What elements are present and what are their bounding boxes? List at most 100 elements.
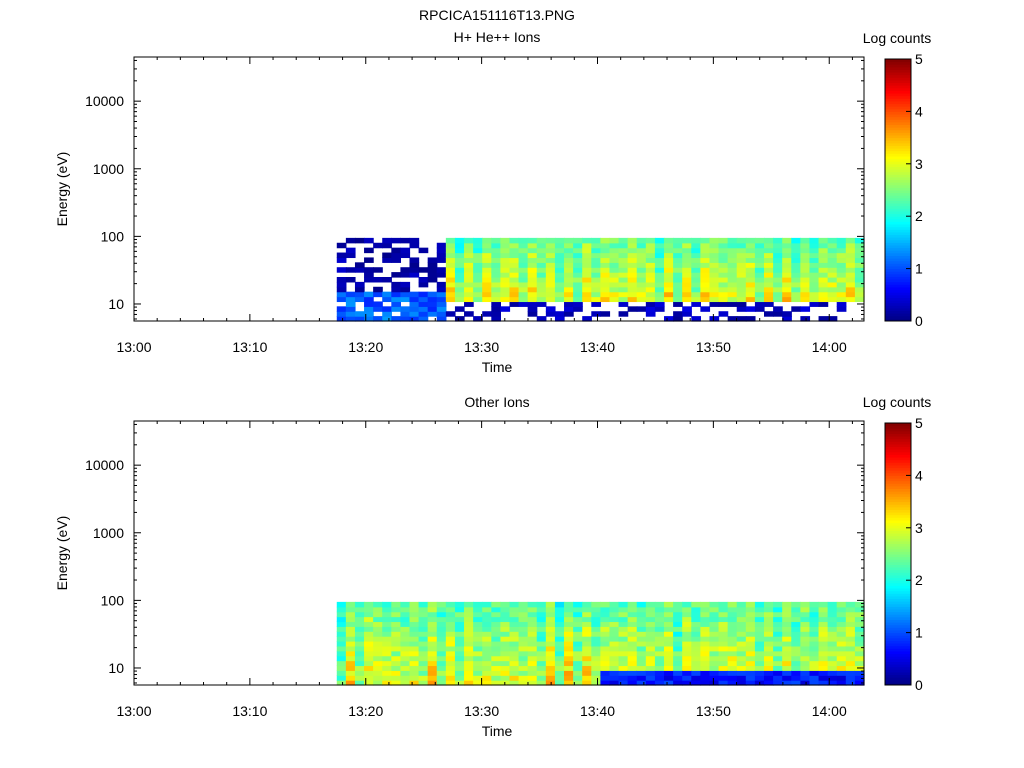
heatmap-cell: [745, 272, 756, 278]
heatmap-cell: [491, 306, 501, 312]
heatmap-cell: [518, 281, 529, 288]
heatmap-cell: [473, 626, 483, 632]
heatmap-cell: [591, 621, 601, 627]
colorbar-segment: [885, 629, 911, 634]
heatmap-cell: [618, 626, 629, 632]
heatmap-cell: [854, 267, 865, 273]
heatmap-cell: [691, 621, 701, 627]
heatmap-cell: [709, 640, 720, 647]
heatmap-cell: [654, 286, 665, 293]
heatmap-cell: [682, 621, 692, 627]
heatmap-cell: [845, 237, 856, 244]
heatmap-cell: [500, 606, 511, 613]
heatmap-cell: [645, 660, 656, 667]
heatmap-cell: [409, 237, 420, 244]
heatmap-cell: [554, 311, 565, 317]
colorbar-segment: [885, 305, 911, 309]
heatmap-cell: [782, 247, 792, 254]
heatmap-cell: [391, 257, 402, 263]
heatmap-cell: [354, 626, 365, 632]
colorbar-segment: [885, 564, 911, 568]
heatmap-cell: [491, 640, 501, 647]
heatmap-cell: [518, 636, 529, 642]
heatmap-cell: [745, 306, 756, 312]
heatmap-cell: [745, 257, 756, 263]
heatmap-cell: [600, 276, 611, 283]
heatmap-cell: [818, 665, 829, 671]
heatmap-cell: [754, 611, 765, 618]
heatmap-cell: [482, 665, 492, 671]
heatmap-cell: [827, 286, 838, 293]
heatmap-cell: [491, 252, 501, 259]
heatmap-cell: [700, 626, 711, 632]
heatmap-cell: [491, 242, 501, 249]
colorbar-segment: [885, 171, 911, 175]
heatmap-cell: [564, 665, 574, 671]
heatmap-cell: [691, 296, 701, 303]
heatmap-cell: [727, 301, 738, 307]
y-tick-label: 10: [108, 660, 124, 676]
heatmap-cell: [409, 301, 420, 307]
colorbar-segment: [885, 106, 911, 110]
heatmap-cell: [827, 616, 838, 623]
heatmap-cell: [682, 680, 692, 686]
colorbar-segment: [885, 176, 911, 181]
heatmap-cell: [673, 665, 683, 671]
colorbar-segment: [885, 677, 911, 681]
heatmap-cell: [745, 621, 756, 627]
heatmap-cell: [382, 291, 392, 298]
heatmap-cell: [582, 272, 592, 278]
heatmap-cell: [591, 286, 601, 293]
heatmap-cell: [664, 606, 674, 613]
heatmap-cell: [564, 262, 574, 268]
heatmap-cell: [645, 272, 656, 278]
heatmap-cell: [682, 311, 692, 317]
heatmap-cell: [373, 611, 383, 618]
heatmap-cell: [427, 680, 438, 686]
heatmap-cell: [836, 286, 847, 293]
heatmap-cell: [827, 281, 838, 288]
heatmap-cell: [491, 286, 501, 293]
heatmap-cell: [691, 272, 701, 278]
heatmap-cell: [836, 616, 847, 623]
heatmap-cell: [364, 306, 374, 312]
heatmap-cell: [554, 247, 565, 254]
colorbar-segment: [885, 111, 911, 115]
heatmap-cell: [345, 611, 356, 618]
x-tick-label: 13:50: [696, 339, 731, 355]
heatmap-cell: [554, 276, 565, 283]
heatmap-cell: [545, 237, 556, 244]
heatmap-cell: [509, 296, 520, 303]
heatmap-cell: [573, 665, 583, 671]
heatmap-cell: [836, 272, 847, 278]
heatmap-cell: [818, 675, 829, 681]
heatmap-cell: [654, 650, 665, 657]
heatmap-cell: [336, 645, 347, 652]
colorbar-segment: [885, 114, 911, 118]
heatmap-cell: [518, 665, 529, 671]
heatmap-cell: [464, 655, 474, 662]
heatmap-cell: [609, 606, 620, 613]
heatmap-cell: [654, 257, 665, 263]
heatmap-cell: [809, 272, 820, 278]
heatmap-cell: [418, 675, 429, 681]
heatmap-cell: [454, 276, 465, 283]
heatmap-cell: [636, 272, 647, 278]
heatmap-cell: [800, 237, 811, 244]
heatmap-cell: [518, 626, 529, 632]
heatmap-cell: [682, 291, 692, 298]
heatmap-cell: [464, 242, 474, 249]
heatmap-cell: [764, 606, 774, 613]
colorbar-segment: [885, 438, 911, 442]
heatmap-cell: [600, 626, 611, 632]
heatmap-cell: [591, 606, 601, 613]
heatmap-cell: [454, 601, 465, 608]
heatmap-cell: [682, 675, 692, 681]
heatmap-cell: [500, 252, 511, 259]
heatmap-cell: [636, 242, 647, 249]
heatmap-cell: [564, 626, 574, 632]
heatmap-cell: [673, 601, 683, 608]
heatmap-cell: [509, 660, 520, 667]
heatmap-cell: [573, 611, 583, 618]
heatmap-cell: [345, 267, 356, 273]
